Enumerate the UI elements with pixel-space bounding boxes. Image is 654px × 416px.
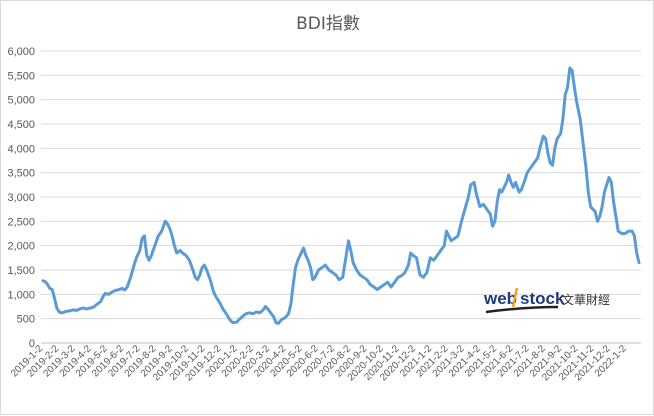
- chart-title: BDI指數: [296, 14, 360, 34]
- y-tick-label: 500: [17, 314, 35, 326]
- y-tick-label: 5,000: [7, 95, 35, 107]
- y-tick-label: 3,500: [7, 168, 35, 180]
- watermark-logo-web: web: [483, 289, 517, 308]
- y-tick-label: 4,500: [7, 119, 35, 131]
- watermark-swoosh-icon: [485, 305, 559, 314]
- y-tick-label: 5,500: [7, 70, 35, 82]
- series-layer: [41, 66, 641, 325]
- watermark-cn-name: 文華財經: [562, 292, 610, 307]
- gridlines: [41, 50, 641, 344]
- bdi-series-line: [41, 66, 641, 325]
- y-tick-label: 1,000: [7, 289, 35, 301]
- y-tick-label: 4,000: [7, 143, 35, 155]
- y-tick-label: 6,000: [7, 46, 35, 58]
- watermark-stroke-icon: [511, 287, 519, 308]
- x-axis-ticks: 2019-1-22019-2-22019-3-22019-4-22019-5-2…: [9, 343, 629, 383]
- y-tick-label: 3,000: [7, 192, 35, 204]
- y-tick-label: 2,000: [7, 241, 35, 253]
- y-tick-label: 1,500: [7, 265, 35, 277]
- y-axis-ticks: 0 500 1,000 1,500 2,000 2,500 3,000 3,500 4,000 4…: [7, 46, 35, 350]
- y-tick-label: 0: [29, 338, 35, 350]
- y-tick-label: 2,500: [7, 216, 35, 228]
- watermark-logo-stock: stock: [520, 289, 565, 308]
- webstock-watermark: web stock 文華財經: [483, 287, 610, 314]
